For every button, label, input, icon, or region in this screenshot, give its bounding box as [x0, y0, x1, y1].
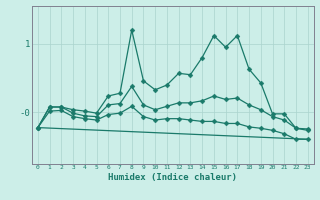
X-axis label: Humidex (Indice chaleur): Humidex (Indice chaleur)	[108, 173, 237, 182]
